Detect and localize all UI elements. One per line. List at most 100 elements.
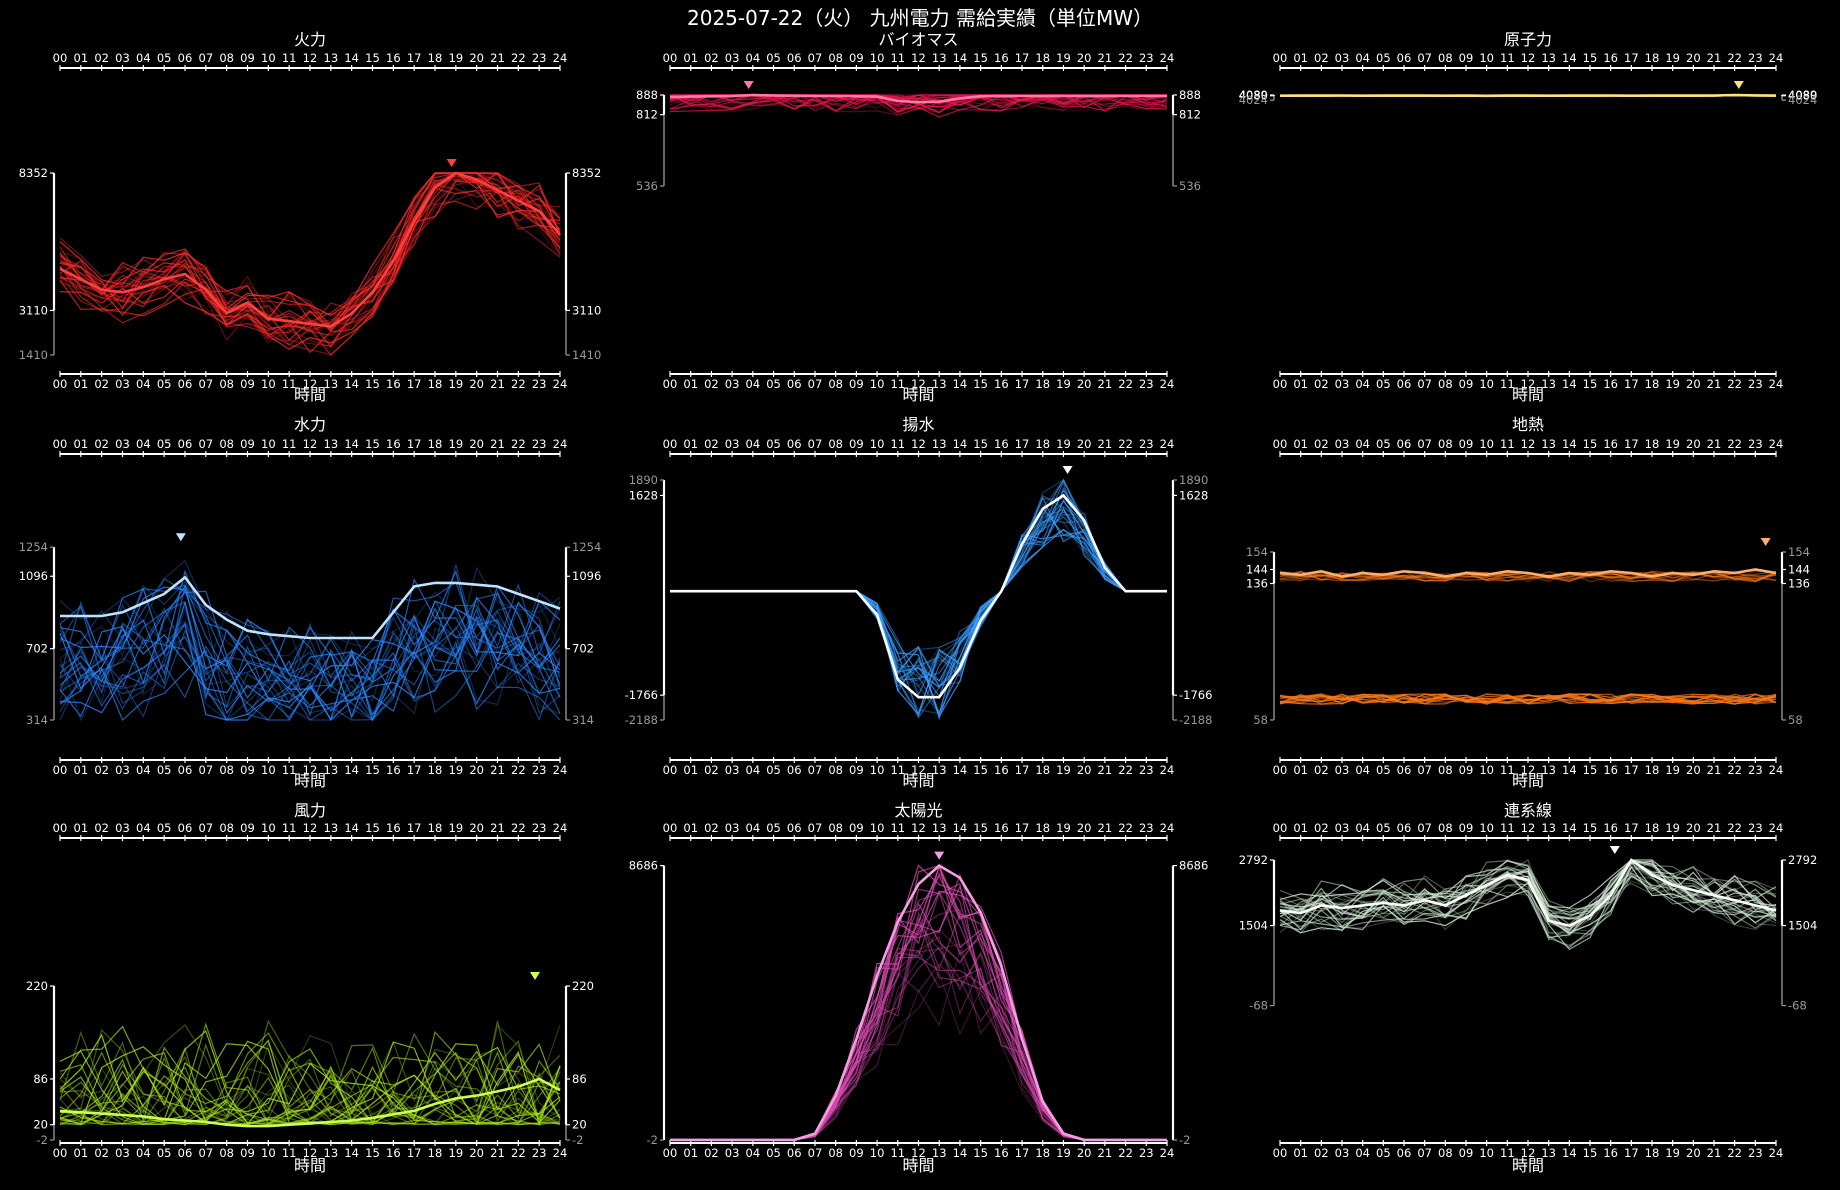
x-tick-label: 17	[407, 377, 422, 391]
x-tick-label: 05	[157, 1146, 172, 1160]
y-tick-label: 1504	[1239, 919, 1268, 933]
x-tick-label: 04	[136, 377, 151, 391]
x-tick-label: 16	[1603, 51, 1618, 65]
x-tick-label: 00	[53, 763, 68, 777]
x-tick-label: 16	[386, 377, 401, 391]
x-tick-label: 01	[74, 437, 89, 451]
x-tick-label: 06	[787, 821, 802, 835]
x-tick-label: 06	[787, 437, 802, 451]
x-tick-label: 22	[511, 51, 526, 65]
x-axis-label: 時間	[1512, 385, 1544, 404]
x-tick-label: 05	[157, 377, 172, 391]
x-tick-label: 21	[490, 763, 505, 777]
series-line	[59, 172, 561, 317]
x-tick-label: 16	[1603, 1146, 1618, 1160]
x-tick-label: 04	[1355, 763, 1370, 777]
x-tick-label: 07	[199, 763, 214, 777]
x-tick-label: 03	[1335, 1146, 1350, 1160]
x-tick-label: 12	[303, 1146, 318, 1160]
x-tick-label: 17	[407, 821, 422, 835]
series-line	[59, 577, 561, 688]
x-tick-label: 07	[1417, 1146, 1432, 1160]
x-tick-label: 19	[449, 437, 464, 451]
series-line-highlight	[670, 863, 1167, 1142]
x-tick-label: 12	[1521, 763, 1536, 777]
x-tick-label: 05	[766, 763, 781, 777]
series-line	[670, 928, 1167, 1141]
chart-title: バイオマス	[878, 30, 958, 49]
x-tick-label: 16	[1603, 437, 1618, 451]
x-tick-label: 19	[449, 51, 464, 65]
x-tick-label: 09	[849, 437, 864, 451]
x-tick-label: 21	[1707, 377, 1722, 391]
x-tick-label: 04	[1355, 51, 1370, 65]
y-tick-label: 8352	[572, 166, 601, 180]
series-line	[59, 1028, 561, 1126]
x-tick-label: 23	[1139, 821, 1154, 835]
x-tick-label: 05	[766, 51, 781, 65]
x-tick-label: 11	[1500, 51, 1515, 65]
x-tick-label: 16	[994, 51, 1009, 65]
chart-title: 揚水	[902, 415, 934, 434]
x-tick-label: 01	[683, 763, 698, 777]
series-line	[1279, 861, 1777, 919]
x-tick-label: 13	[932, 377, 947, 391]
x-tick-label: 07	[808, 821, 823, 835]
x-tick-label: 23	[1139, 763, 1154, 777]
x-tick-label: 21	[1098, 763, 1113, 777]
x-tick-label: 14	[953, 437, 968, 451]
x-tick-label: 04	[746, 437, 761, 451]
x-tick-label: 03	[115, 821, 130, 835]
series-line	[670, 908, 1167, 1141]
x-tick-label: 24	[1769, 821, 1784, 835]
chart-title: 連系線	[1504, 801, 1552, 820]
x-tick-label: 00	[1273, 821, 1288, 835]
y-tick-label: 86	[33, 1072, 48, 1086]
x-tick-label: 21	[1707, 437, 1722, 451]
x-tick-label: 23	[1748, 821, 1763, 835]
x-tick-label: 00	[663, 377, 678, 391]
x-tick-label: 07	[199, 377, 214, 391]
x-tick-label: 11	[890, 437, 905, 451]
x-tick-label: 19	[1056, 1146, 1071, 1160]
x-tick-label: 08	[828, 51, 843, 65]
x-tick-label: 02	[704, 377, 719, 391]
x-tick-label: 03	[115, 763, 130, 777]
series-line	[1279, 870, 1777, 939]
x-tick-label: 23	[532, 821, 547, 835]
series-line	[670, 947, 1167, 1141]
x-tick-label: 08	[828, 377, 843, 391]
x-tick-label: 17	[1015, 437, 1030, 451]
x-tick-label: 09	[849, 377, 864, 391]
x-tick-label: 18	[1645, 51, 1660, 65]
x-tick-label: 21	[490, 1146, 505, 1160]
peak-marker	[1062, 466, 1073, 474]
x-tick-label: 15	[1583, 51, 1598, 65]
x-tick-label: 06	[787, 763, 802, 777]
x-axis-label: 時間	[294, 1156, 326, 1175]
x-tick-label: 10	[261, 1146, 276, 1160]
x-tick-label: 19	[1056, 437, 1071, 451]
x-tick-label: 20	[1077, 763, 1092, 777]
x-tick-label: 04	[746, 763, 761, 777]
x-tick-label: 11	[1500, 437, 1515, 451]
x-tick-label: 04	[136, 437, 151, 451]
x-tick-label: 12	[911, 51, 926, 65]
x-tick-label: 24	[1160, 821, 1175, 835]
x-tick-label: 13	[1541, 821, 1556, 835]
x-tick-label: 06	[1397, 51, 1412, 65]
x-tick-label: 20	[1686, 1146, 1701, 1160]
series-line-highlight	[669, 93, 1167, 104]
series-line-highlight	[59, 1077, 561, 1128]
chart-title: 原子力	[1504, 30, 1552, 49]
series-line	[59, 1055, 561, 1126]
x-tick-label: 14	[344, 763, 359, 777]
x-tick-label: 23	[1748, 763, 1763, 777]
x-tick-label: 24	[1769, 763, 1784, 777]
x-tick-label: 13	[324, 51, 339, 65]
x-tick-label: 06	[787, 51, 802, 65]
series-line	[1279, 570, 1777, 583]
x-tick-label: 06	[178, 437, 193, 451]
y-tick-label: 144	[1788, 563, 1810, 577]
series-line	[670, 528, 1167, 688]
